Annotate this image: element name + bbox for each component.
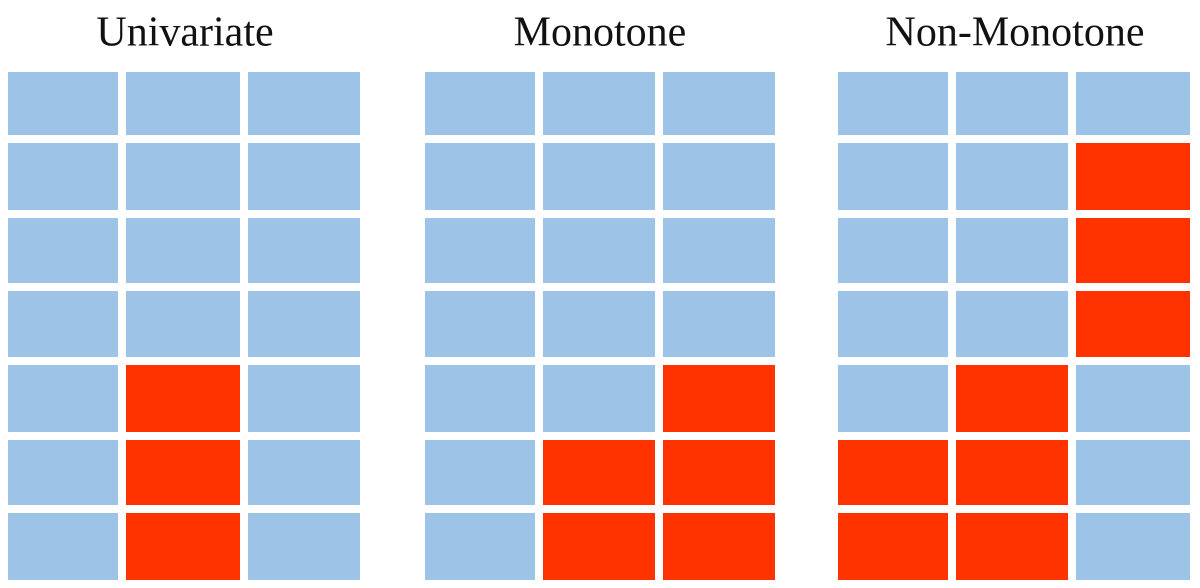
cell: [425, 72, 535, 135]
highlighted-cell: [663, 365, 775, 432]
cell: [956, 218, 1068, 283]
panel-title: Monotone: [514, 10, 687, 56]
highlighted-cell: [1076, 291, 1190, 357]
cell: [838, 291, 948, 357]
cell: [663, 72, 775, 135]
cell: [543, 143, 655, 210]
cell: [126, 218, 240, 283]
cell: [425, 513, 535, 580]
cell: [425, 218, 535, 283]
cell: [838, 365, 948, 432]
highlighted-cell: [1076, 143, 1190, 210]
cell: [248, 291, 360, 357]
cell: [248, 143, 360, 210]
panel-title: Univariate: [96, 10, 273, 56]
cell: [248, 72, 360, 135]
cell: [1076, 365, 1190, 432]
cell: [956, 72, 1068, 135]
cell: [838, 218, 948, 283]
cell: [126, 291, 240, 357]
panel-grid: [838, 72, 1190, 580]
cell: [543, 218, 655, 283]
cell: [838, 72, 948, 135]
cell: [838, 143, 948, 210]
cell: [248, 218, 360, 283]
cell: [956, 143, 1068, 210]
cell: [8, 440, 118, 505]
highlighted-cell: [126, 365, 240, 432]
highlighted-cell: [838, 513, 948, 580]
cell: [425, 291, 535, 357]
cell: [425, 440, 535, 505]
cell: [8, 72, 118, 135]
cell: [8, 218, 118, 283]
cell: [956, 291, 1068, 357]
cell: [663, 143, 775, 210]
cell: [8, 365, 118, 432]
cell: [425, 365, 535, 432]
cell: [1076, 72, 1190, 135]
cell: [543, 291, 655, 357]
cell: [543, 365, 655, 432]
cell: [663, 218, 775, 283]
cell: [248, 440, 360, 505]
highlighted-cell: [838, 440, 948, 505]
highlighted-cell: [126, 513, 240, 580]
highlighted-cell: [126, 440, 240, 505]
highlighted-cell: [543, 440, 655, 505]
cell: [126, 72, 240, 135]
highlighted-cell: [956, 440, 1068, 505]
highlighted-cell: [1076, 218, 1190, 283]
cell: [1076, 440, 1190, 505]
panel-title: Non-Monotone: [886, 10, 1145, 56]
panel-grid: [8, 72, 360, 580]
cell: [543, 72, 655, 135]
highlighted-cell: [663, 513, 775, 580]
cell: [126, 143, 240, 210]
cell: [663, 291, 775, 357]
cell: [425, 143, 535, 210]
cell: [8, 143, 118, 210]
highlighted-cell: [956, 513, 1068, 580]
cell: [8, 513, 118, 580]
highlighted-cell: [543, 513, 655, 580]
highlighted-cell: [956, 365, 1068, 432]
cell: [248, 513, 360, 580]
cell: [1076, 513, 1190, 580]
cell: [248, 365, 360, 432]
highlighted-cell: [663, 440, 775, 505]
panel-grid: [425, 72, 775, 580]
cell: [8, 291, 118, 357]
